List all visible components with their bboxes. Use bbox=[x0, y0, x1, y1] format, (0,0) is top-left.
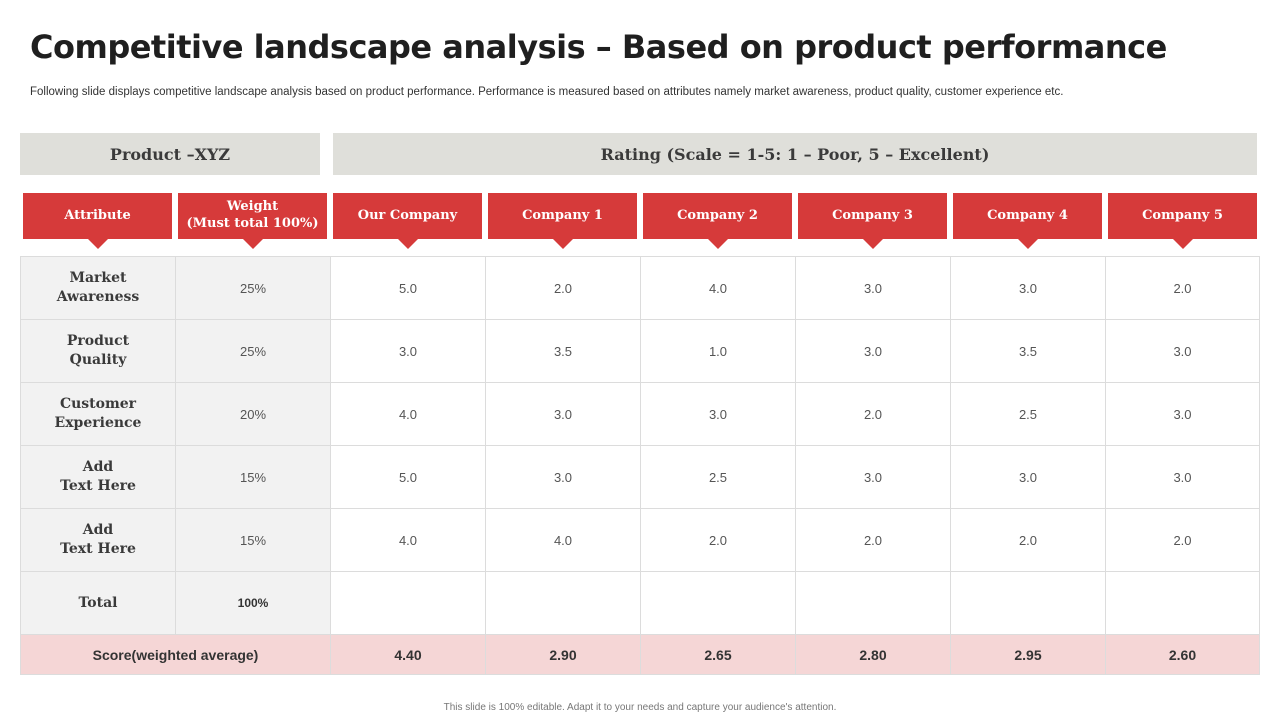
header-weight: Weight (Must total 100%) bbox=[178, 193, 327, 249]
header-company-2: Company 2 bbox=[643, 193, 792, 249]
empty-cell bbox=[640, 571, 796, 635]
header-company-3: Company 3 bbox=[798, 193, 947, 249]
rating-cell: 4.0 bbox=[640, 256, 796, 320]
rating-cell: 4.0 bbox=[485, 508, 641, 572]
score-cell: 4.40 bbox=[330, 634, 486, 675]
rating-cell: 5.0 bbox=[330, 445, 486, 509]
empty-cell bbox=[485, 571, 641, 635]
empty-cell bbox=[950, 571, 1106, 635]
rating-cell: 3.0 bbox=[330, 319, 486, 383]
table-row: Customer Experience 20% 4.0 3.0 3.0 2.0 2… bbox=[20, 382, 1260, 446]
total-row: Total 100% bbox=[20, 571, 1260, 635]
table-row: Add Text Here 15% 4.0 4.0 2.0 2.0 2.0 2.0 bbox=[20, 508, 1260, 572]
rating-table: Market Awareness 25% 5.0 2.0 4.0 3.0 3.0 … bbox=[20, 256, 1260, 675]
total-weight: 100% bbox=[175, 571, 331, 635]
rating-cell: 3.5 bbox=[950, 319, 1106, 383]
rating-cell: 2.0 bbox=[1105, 508, 1260, 572]
rating-cell: 4.0 bbox=[330, 508, 486, 572]
slide-title: Competitive landscape analysis – Based o… bbox=[30, 28, 1167, 66]
rating-cell: 3.0 bbox=[485, 382, 641, 446]
rating-cell: 3.0 bbox=[640, 382, 796, 446]
total-label: Total bbox=[20, 571, 176, 635]
table-row: Product Quality 25% 3.0 3.5 1.0 3.0 3.5 3… bbox=[20, 319, 1260, 383]
rating-cell: 2.5 bbox=[640, 445, 796, 509]
rating-cell: 3.0 bbox=[485, 445, 641, 509]
attribute-cell: Add Text Here bbox=[20, 445, 176, 509]
header-company-label: Company 1 bbox=[522, 207, 603, 223]
score-cell: 2.65 bbox=[640, 634, 796, 675]
score-cell: 2.80 bbox=[795, 634, 951, 675]
rating-cell: 3.0 bbox=[795, 319, 951, 383]
weight-cell: 25% bbox=[175, 319, 331, 383]
rating-cell: 2.0 bbox=[795, 508, 951, 572]
score-label: Score(weighted average) bbox=[20, 634, 331, 675]
attribute-cell: Add Text Here bbox=[20, 508, 176, 572]
header-company-4: Company 4 bbox=[953, 193, 1102, 249]
rating-cell: 2.0 bbox=[1105, 256, 1260, 320]
score-row: Score(weighted average) 4.40 2.90 2.65 2… bbox=[20, 634, 1260, 675]
rating-scale-band: Rating (Scale = 1-5: 1 – Poor, 5 – Excel… bbox=[333, 133, 1257, 175]
header-company-label: Company 4 bbox=[987, 207, 1068, 223]
rating-cell: 3.0 bbox=[795, 256, 951, 320]
header-company-5: Company 5 bbox=[1108, 193, 1257, 249]
rating-cell: 2.5 bbox=[950, 382, 1106, 446]
attribute-cell: Customer Experience bbox=[20, 382, 176, 446]
header-company-label: Company 3 bbox=[832, 207, 913, 223]
score-cell: 2.60 bbox=[1105, 634, 1260, 675]
attribute-cell: Product Quality bbox=[20, 319, 176, 383]
empty-cell bbox=[1105, 571, 1260, 635]
slide-subtitle: Following slide displays competitive lan… bbox=[30, 86, 1064, 98]
empty-cell bbox=[795, 571, 951, 635]
rating-cell: 5.0 bbox=[330, 256, 486, 320]
rating-cell: 3.5 bbox=[485, 319, 641, 383]
header-company-label: Our Company bbox=[357, 207, 458, 223]
header-weight-note: (Must total 100%) bbox=[186, 216, 319, 231]
header-company-1: Company 1 bbox=[488, 193, 637, 249]
weight-cell: 20% bbox=[175, 382, 331, 446]
rating-cell: 4.0 bbox=[330, 382, 486, 446]
rating-cell: 3.0 bbox=[1105, 319, 1260, 383]
rating-cell: 2.0 bbox=[950, 508, 1106, 572]
rating-cell: 1.0 bbox=[640, 319, 796, 383]
rating-cell: 3.0 bbox=[950, 256, 1106, 320]
header-company-label: Company 5 bbox=[1142, 207, 1223, 223]
product-band: Product –XYZ bbox=[20, 133, 320, 175]
weight-cell: 25% bbox=[175, 256, 331, 320]
rating-cell: 2.0 bbox=[640, 508, 796, 572]
header-company-label: Company 2 bbox=[677, 207, 758, 223]
rating-cell: 2.0 bbox=[485, 256, 641, 320]
header-attribute-label: Attribute bbox=[64, 207, 131, 223]
score-cell: 2.95 bbox=[950, 634, 1106, 675]
header-our-company: Our Company bbox=[333, 193, 482, 249]
header-attribute: Attribute bbox=[23, 193, 172, 249]
weight-cell: 15% bbox=[175, 508, 331, 572]
table-row: Add Text Here 15% 5.0 3.0 2.5 3.0 3.0 3.0 bbox=[20, 445, 1260, 509]
rating-cell: 3.0 bbox=[795, 445, 951, 509]
attribute-cell: Market Awareness bbox=[20, 256, 176, 320]
empty-cell bbox=[330, 571, 486, 635]
rating-cell: 3.0 bbox=[950, 445, 1106, 509]
score-cell: 2.90 bbox=[485, 634, 641, 675]
weight-cell: 15% bbox=[175, 445, 331, 509]
rating-cell: 3.0 bbox=[1105, 382, 1260, 446]
rating-cell: 3.0 bbox=[1105, 445, 1260, 509]
table-row: Market Awareness 25% 5.0 2.0 4.0 3.0 3.0 … bbox=[20, 256, 1260, 320]
footer-note: This slide is 100% editable. Adapt it to… bbox=[443, 702, 837, 713]
rating-cell: 2.0 bbox=[795, 382, 951, 446]
header-weight-label: Weight bbox=[226, 199, 279, 215]
